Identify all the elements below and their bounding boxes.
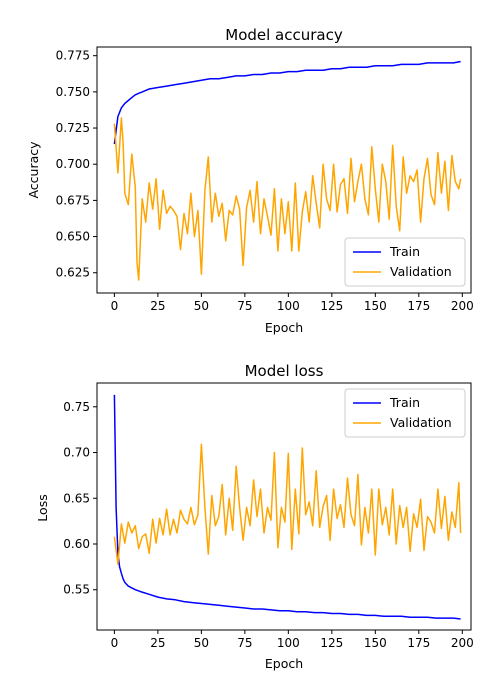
accuracy-series-validation-line — [113, 117, 462, 281]
accuracy-y-tick-label: 0.625 — [56, 266, 90, 280]
accuracy-xlabel: Epoch — [265, 320, 303, 335]
loss-subplot: Model loss Loss Epoch 0 25 50 75 100 125 150 17… — [35, 362, 474, 671]
loss-y-tick-label: 0.55 — [63, 583, 90, 597]
accuracy-y-tick-label: 0.650 — [56, 230, 90, 244]
loss-series-train-line — [113, 394, 461, 620]
accuracy-y-tick-label: 0.700 — [56, 157, 90, 171]
loss-series-validation-line — [113, 443, 462, 565]
accuracy-x-tick-label: 25 — [150, 299, 165, 313]
accuracy-y-tick-label: 0.775 — [56, 49, 90, 63]
loss-x-tick-label: 200 — [451, 636, 474, 650]
accuracy-legend-box — [344, 237, 466, 287]
loss-x-tick-label: 0 — [111, 636, 119, 650]
loss-x-ticks: 0 25 50 75 100 125 150 175 200 — [111, 630, 474, 650]
loss-title: Model loss — [245, 362, 324, 380]
accuracy-y-tick-label: 0.675 — [56, 193, 90, 207]
loss-legend-label-train: Train — [389, 395, 420, 410]
loss-y-tick-label: 0.70 — [63, 446, 90, 460]
loss-legend-label-validation: Validation — [390, 415, 452, 430]
accuracy-ylabel: Accuracy — [26, 141, 41, 199]
accuracy-y-tick-label: 0.725 — [56, 121, 90, 135]
accuracy-x-tick-label: 200 — [451, 299, 474, 313]
loss-xlabel: Epoch — [265, 656, 303, 671]
loss-x-tick-label: 25 — [150, 636, 165, 650]
accuracy-x-tick-label: 125 — [320, 299, 343, 313]
accuracy-y-ticks: 0.625 0.650 0.675 0.700 0.725 0.750 0.775 — [56, 49, 97, 280]
accuracy-legend-label-train: Train — [389, 244, 420, 259]
accuracy-x-tick-label: 50 — [194, 299, 209, 313]
accuracy-subplot: Model accuracy Accuracy Epoch 0 25 50 75 100… — [26, 26, 474, 335]
accuracy-x-tick-label: 75 — [237, 299, 252, 313]
loss-x-tick-label: 100 — [277, 636, 300, 650]
loss-y-tick-label: 0.60 — [63, 537, 90, 551]
accuracy-series-train-line — [113, 60, 461, 145]
loss-x-tick-label: 150 — [364, 636, 387, 650]
loss-legend: Train Validation — [344, 388, 466, 438]
accuracy-legend-label-validation: Validation — [390, 264, 452, 279]
accuracy-legend: Train Validation — [344, 237, 466, 287]
loss-ylabel: Loss — [35, 494, 50, 521]
loss-y-tick-label: 0.65 — [63, 491, 90, 505]
loss-x-tick-label: 125 — [320, 636, 343, 650]
loss-x-tick-label: 50 — [194, 636, 209, 650]
loss-legend-box — [344, 388, 466, 438]
loss-plot-lines — [113, 394, 462, 620]
accuracy-x-tick-label: 150 — [364, 299, 387, 313]
accuracy-plot-frame — [96, 46, 472, 294]
accuracy-x-ticks: 0 25 50 75 100 125 150 175 200 — [111, 293, 474, 313]
accuracy-title: Model accuracy — [225, 26, 343, 44]
loss-x-tick-label: 75 — [237, 636, 252, 650]
loss-y-tick-label: 0.75 — [63, 400, 90, 414]
accuracy-x-tick-label: 100 — [277, 299, 300, 313]
loss-plot-frame — [96, 382, 472, 631]
accuracy-x-tick-label: 175 — [407, 299, 430, 313]
accuracy-y-tick-label: 0.750 — [56, 85, 90, 99]
loss-y-ticks: 0.55 0.60 0.65 0.70 0.75 — [63, 400, 97, 597]
loss-x-tick-label: 175 — [407, 636, 430, 650]
accuracy-plot-lines — [113, 60, 462, 281]
accuracy-x-tick-label: 0 — [111, 299, 119, 313]
